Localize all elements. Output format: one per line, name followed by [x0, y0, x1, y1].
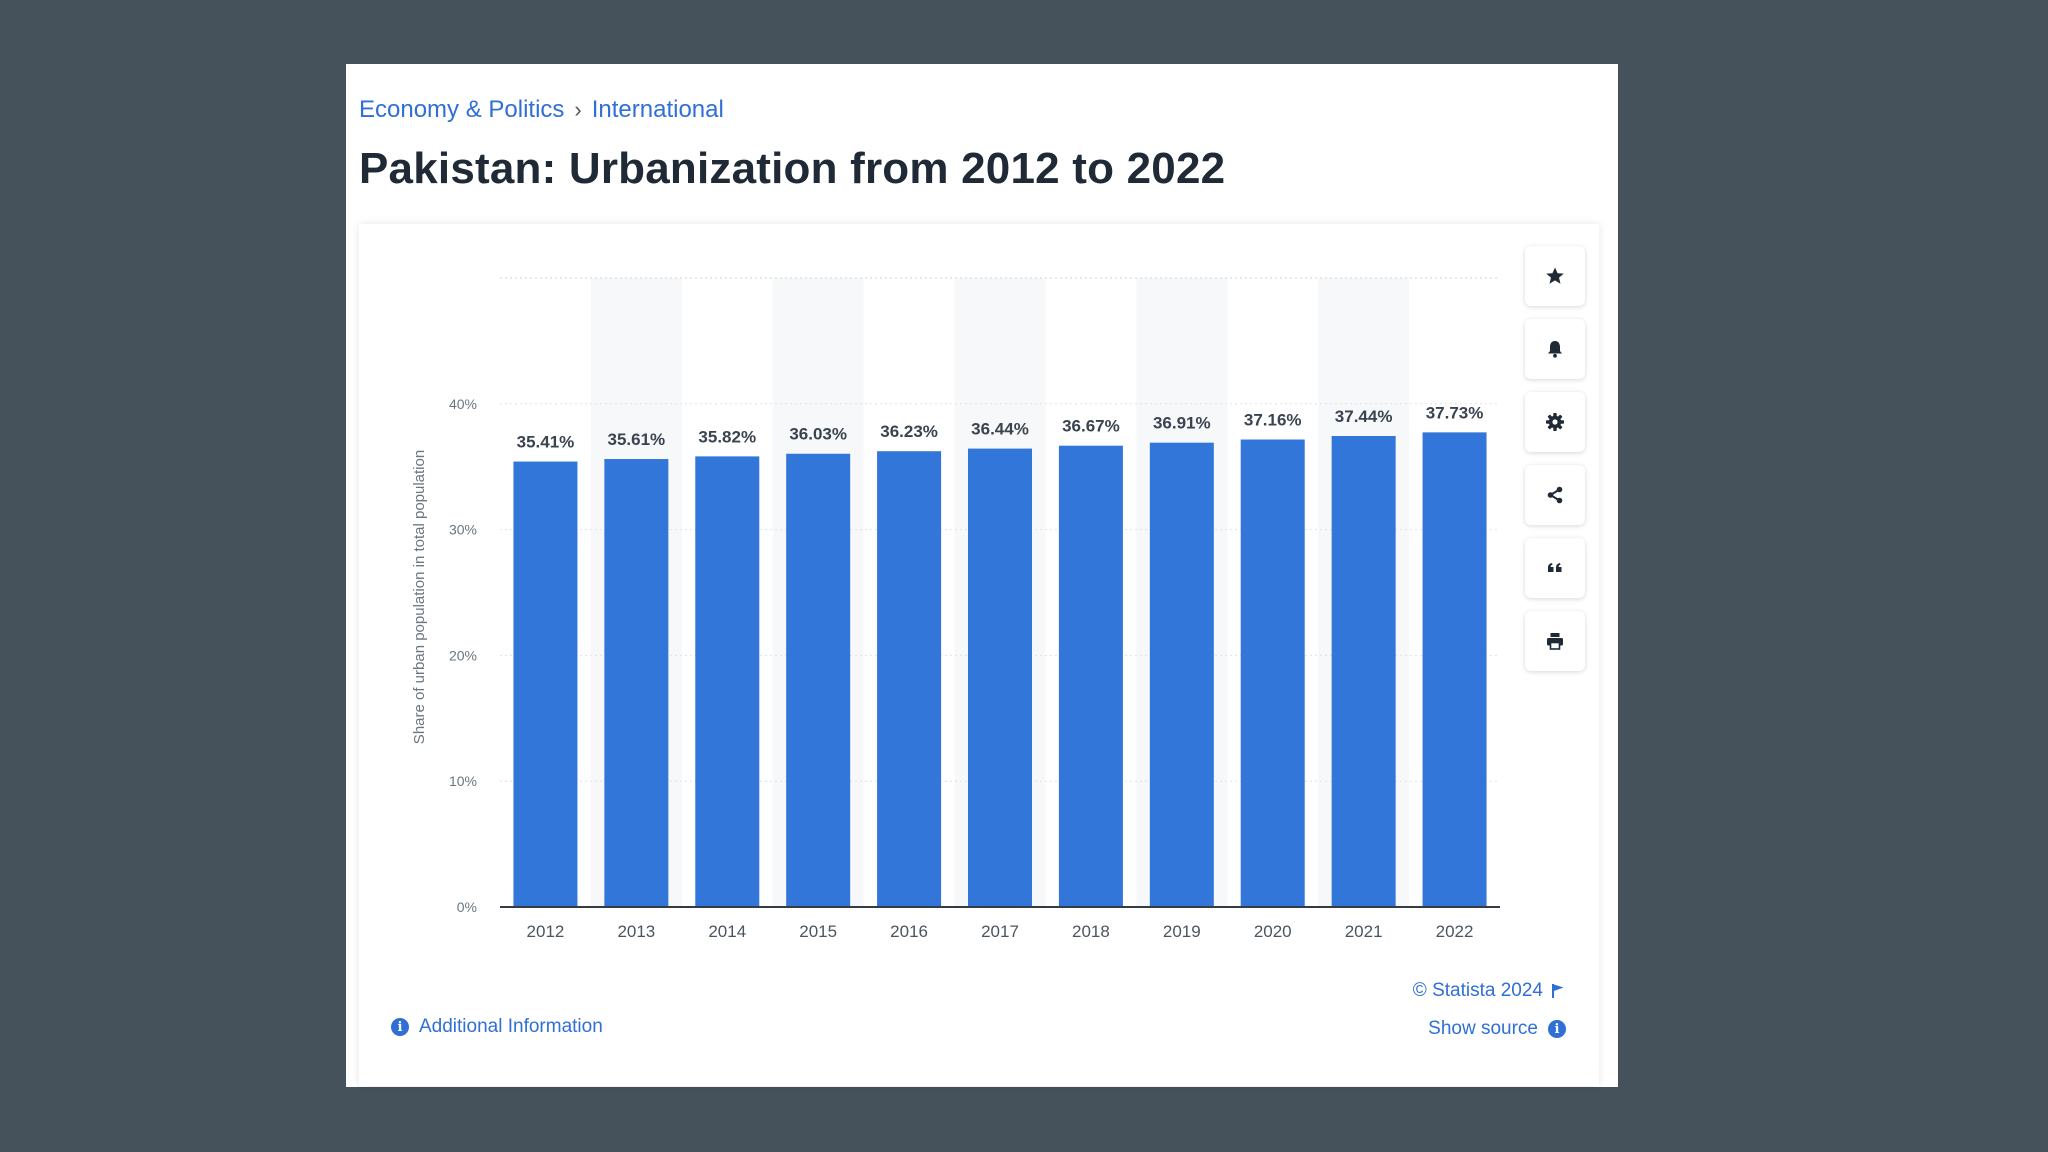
bar	[1422, 432, 1487, 907]
additional-information-link[interactable]: i Additional Information	[391, 1016, 603, 1038]
y-tick-label: 10%	[449, 773, 477, 789]
info-icon: i	[1548, 1020, 1566, 1038]
bar	[604, 459, 669, 907]
data-label: 36.44%	[971, 420, 1029, 439]
favorite-button[interactable]	[1525, 246, 1585, 306]
settings-button[interactable]	[1525, 392, 1585, 452]
data-label: 35.41%	[517, 433, 575, 452]
data-label: 35.82%	[698, 427, 756, 446]
bar	[877, 451, 942, 907]
x-tick-label: 2014	[708, 922, 746, 941]
data-label: 36.23%	[880, 422, 938, 441]
y-tick-label: 0%	[457, 899, 477, 915]
data-label: 36.03%	[789, 425, 847, 444]
breadcrumb-item-economy-politics[interactable]: Economy & Politics	[359, 96, 565, 123]
star-icon	[1546, 267, 1564, 284]
x-tick-label: 2019	[1163, 922, 1201, 941]
data-label: 36.67%	[1062, 417, 1120, 436]
breadcrumb-item-international[interactable]: International	[591, 96, 724, 123]
cite-button[interactable]	[1525, 538, 1585, 598]
chart-toolbar	[1525, 246, 1585, 671]
breadcrumb-separator: ›	[574, 97, 582, 122]
x-tick-label: 2017	[981, 922, 1019, 941]
y-tick-label: 20%	[449, 647, 477, 663]
bar	[968, 448, 1032, 907]
breadcrumb: Economy & Politics › International	[359, 96, 724, 124]
info-icon: i	[391, 1018, 409, 1036]
x-tick-label: 2012	[527, 922, 565, 941]
bar	[1331, 436, 1396, 907]
chart-panel: 0% 10% 20% 30% 40% 35.41% 2012 35.61% 2013 35.82%…	[359, 224, 1599, 1086]
page-title: Pakistan: Urbanization from 2012 to 2022	[359, 144, 1226, 193]
notification-button[interactable]	[1525, 319, 1585, 379]
bar	[1240, 439, 1305, 907]
bar	[786, 453, 851, 907]
x-tick-label: 2013	[617, 922, 655, 941]
data-label: 37.44%	[1335, 407, 1393, 426]
data-label: 37.73%	[1426, 403, 1484, 422]
copyright-text: © Statista 2024	[1412, 980, 1543, 1001]
x-tick-label: 2021	[1345, 922, 1383, 941]
bar	[513, 461, 578, 907]
y-tick-label: 40%	[449, 396, 477, 412]
bar	[695, 456, 760, 907]
x-tick-label: 2015	[799, 922, 837, 941]
share-button[interactable]	[1525, 465, 1585, 525]
show-source-label: Show source	[1428, 1018, 1538, 1039]
statistic-card: Economy & Politics › International Pakis…	[346, 64, 1618, 1087]
y-axis-title: Share of urban population in total popul…	[411, 450, 428, 744]
bar	[1058, 445, 1123, 907]
show-source-link[interactable]: Show source i	[1428, 1018, 1566, 1040]
copyright-notice: © Statista 2024	[1413, 980, 1565, 1002]
flag-icon[interactable]	[1551, 983, 1565, 999]
bell-icon	[1548, 341, 1562, 358]
y-tick-label: 30%	[449, 522, 477, 538]
bar	[1149, 442, 1214, 907]
x-tick-label: 2022	[1436, 922, 1474, 941]
print-icon	[1547, 633, 1563, 650]
data-label: 35.61%	[608, 430, 666, 449]
x-tick-label: 2020	[1254, 922, 1292, 941]
additional-information-label: Additional Information	[419, 1016, 603, 1037]
bar-chart: 0% 10% 20% 30% 40% 35.41% 2012 35.61% 2013 35.82%…	[411, 277, 1500, 941]
print-button[interactable]	[1525, 611, 1585, 671]
x-tick-label: 2016	[890, 922, 928, 941]
x-tick-label: 2018	[1072, 922, 1110, 941]
quote-icon	[1548, 563, 1562, 572]
share-icon	[1547, 486, 1563, 504]
data-label: 37.16%	[1244, 411, 1302, 430]
data-label: 36.91%	[1153, 414, 1211, 433]
gear-icon	[1546, 413, 1564, 431]
